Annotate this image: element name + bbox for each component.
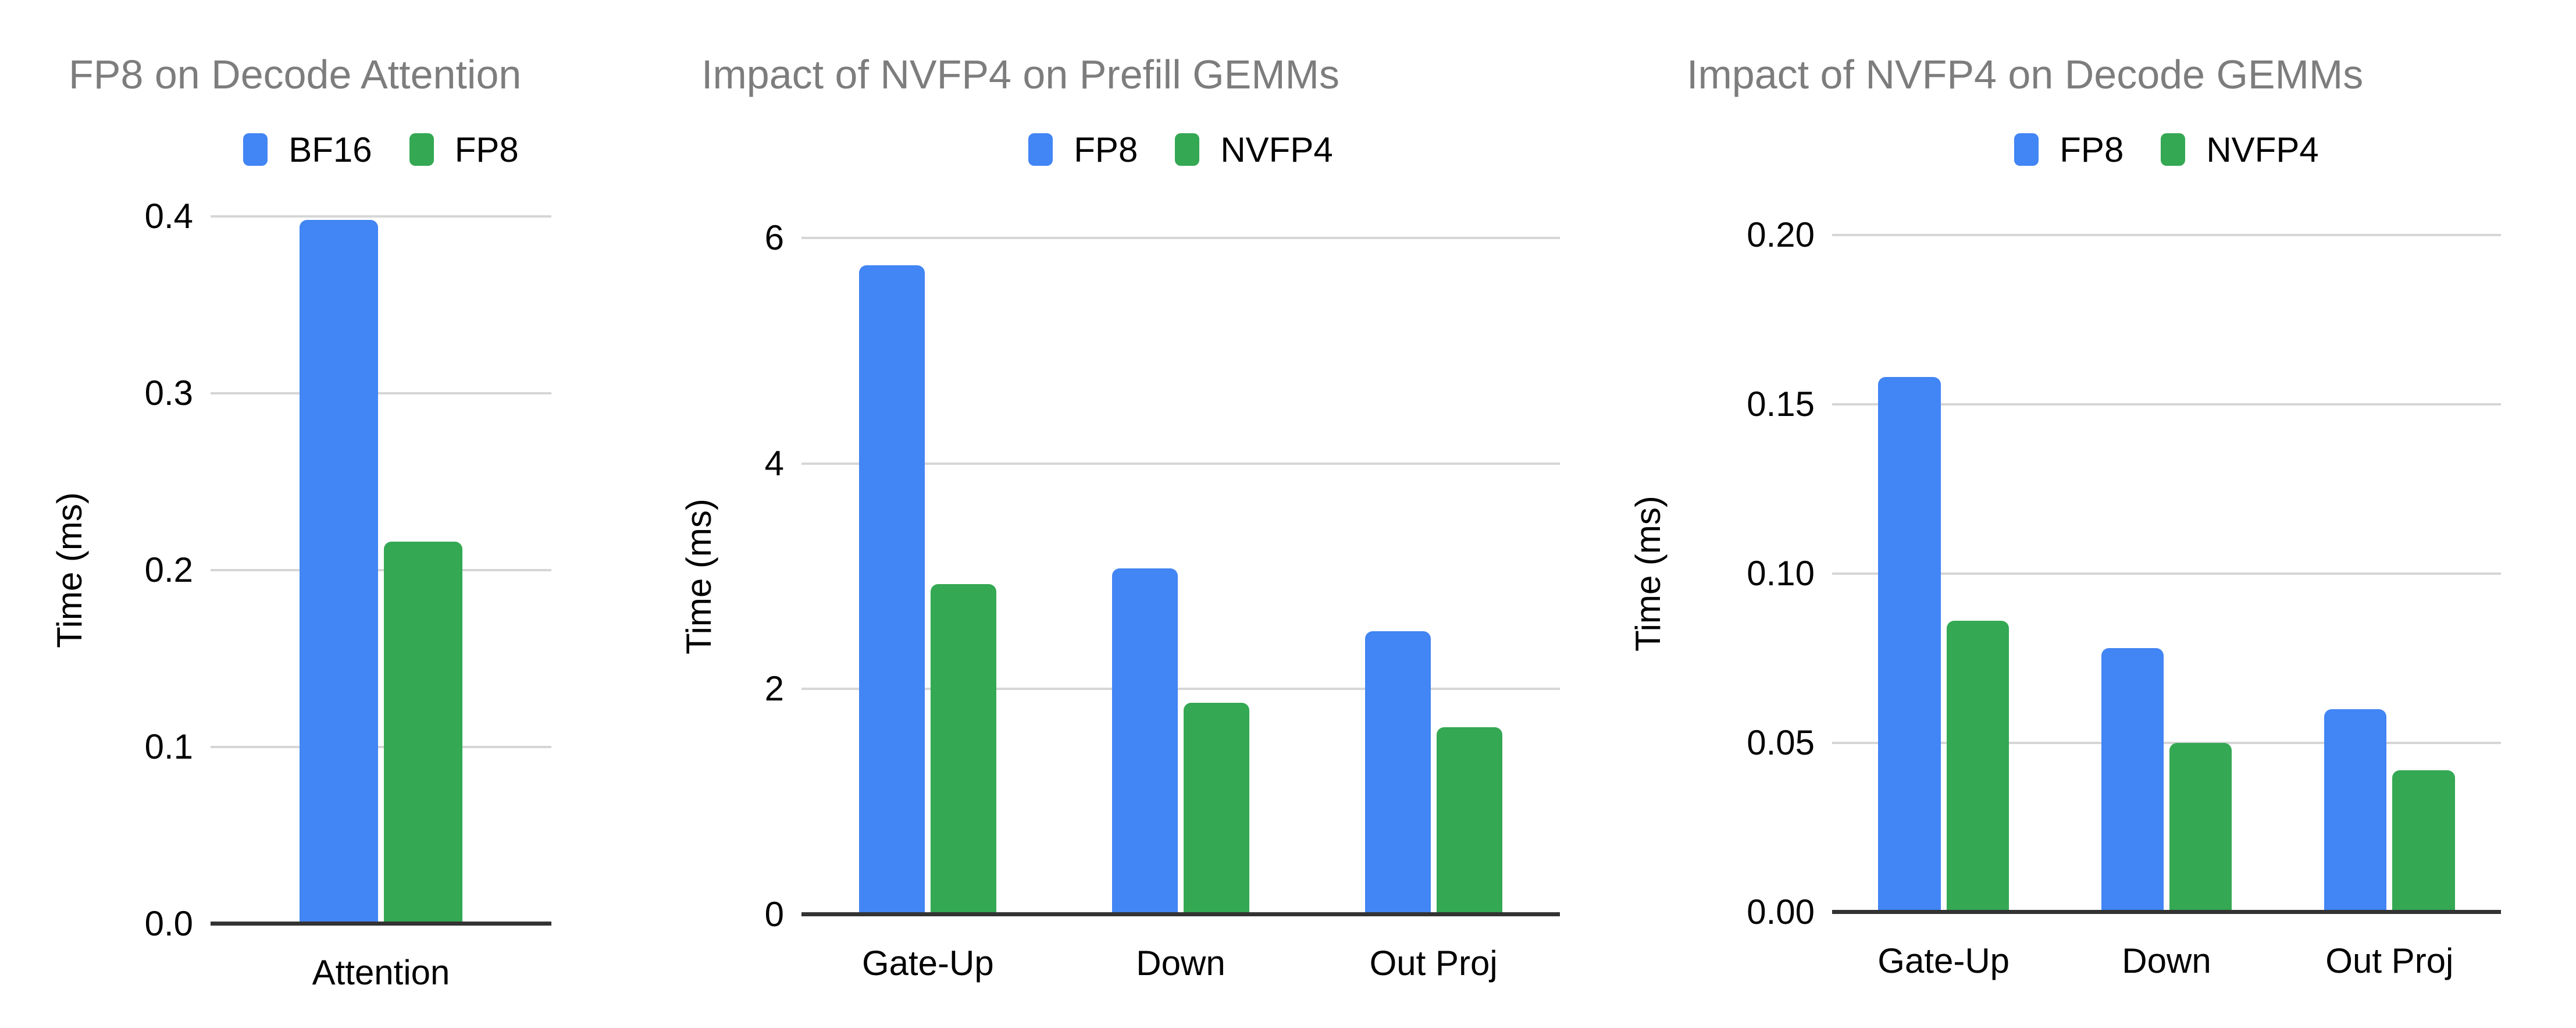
bar-fp8-gate-up [859,265,925,915]
chart-panel-decode-attention: FP8 on Decode Attention BF16 FP8 Time (ms… [0,0,669,1028]
y-tick-label: 2 [764,669,784,709]
y-tick-label: 4 [764,443,784,483]
bar-nvfp4-gate-up [931,584,997,915]
y-tick-label: 0.0 [144,904,193,943]
bar-fp8-down [2101,648,2164,912]
x-category-label-attention: Attention [312,953,450,992]
legend-swatch-icon [1028,133,1053,166]
bar-bf16-attention [300,220,378,924]
legend-swatch-icon [409,133,434,166]
x-category-label-gate-up: Gate-Up [1877,941,2010,980]
legend-swatch-icon [1175,133,1200,166]
legend: FP8 NVFP4 [1832,129,2501,170]
legend-swatch-icon [2014,133,2039,166]
legend-item-fp8: FP8 [409,130,519,170]
legend-label: BF16 [288,130,372,169]
gridline [211,392,551,394]
y-tick-label: 0.3 [144,374,193,412]
gridline [801,688,1560,691]
y-tick-label: 0.10 [1747,554,1815,593]
chart-panel-decode-gemms: Impact of NVFP4 on Decode GEMMs FP8 NVFP4… [1611,0,2576,1028]
x-axis-line [1832,910,2501,914]
chart-panel-prefill-gemms: Impact of NVFP4 on Prefill GEMMs FP8 NVFP… [669,0,1611,1028]
bar-nvfp4-out-proj [2392,770,2455,912]
y-axis-title: Time (ms) [679,498,718,654]
y-tick-label: 0.20 [1747,215,1815,254]
plot-area [801,237,1560,916]
y-tick-label: 6 [764,218,784,257]
legend-label: FP8 [2060,130,2124,169]
x-axis-line [211,922,551,926]
legend-label: FP8 [454,130,519,169]
gridline [1832,403,2501,405]
plot-area [211,215,551,926]
bar-nvfp4-down [1184,702,1249,915]
bar-nvfp4-down [2169,743,2232,912]
legend-item-fp8: FP8 [1028,130,1138,170]
legend-label: NVFP4 [2206,130,2319,169]
x-axis-line [801,912,1560,916]
y-axis-title: Time (ms) [1629,496,1668,652]
gridline [1832,234,2501,236]
y-tick-label: 0 [764,895,784,934]
bar-fp8-attention [384,542,462,924]
gridline [211,215,551,218]
gridline [801,462,1560,465]
y-tick-label: 0.15 [1747,385,1815,424]
chart-title: FP8 on Decode Attention [69,52,522,97]
legend-item-fp8: FP8 [2014,130,2123,170]
legend-item-bf16: BF16 [243,130,372,170]
legend: BF16 FP8 [211,129,551,170]
bar-fp8-down [1111,568,1178,915]
legend-swatch-icon [2161,133,2186,166]
bar-fp8-out-proj [1364,631,1431,915]
bar-nvfp4-out-proj [1436,727,1502,915]
bar-fp8-out-proj [2324,709,2387,912]
chart-title: Impact of NVFP4 on Prefill GEMMs [701,52,1339,97]
x-category-label-out-proj: Out Proj [1369,944,1498,983]
y-tick-label: 0.2 [144,550,193,589]
x-category-label-down: Down [1136,944,1225,983]
y-tick-label: 0.4 [144,197,193,236]
gridline [211,746,551,748]
legend-label: FP8 [1074,130,1138,169]
x-category-label-down: Down [2122,941,2211,980]
gridline [1832,742,2501,744]
legend-item-nvfp4: NVFP4 [2161,130,2319,170]
legend: FP8 NVFP4 [801,129,1560,170]
bar-nvfp4-gate-up [1946,621,2009,912]
legend-label: NVFP4 [1220,130,1333,169]
x-category-label-gate-up: Gate-Up [861,944,994,983]
y-tick-label: 0.05 [1747,723,1815,762]
plot-area [1832,234,2501,914]
gridline [801,237,1560,239]
y-tick-label: 0.00 [1747,892,1815,931]
bar-fp8-gate-up [1878,377,1941,912]
chart-title: Impact of NVFP4 on Decode GEMMs [1687,52,2364,97]
legend-item-nvfp4: NVFP4 [1175,130,1333,170]
gridline [211,569,551,571]
legend-swatch-icon [243,133,268,166]
x-category-label-out-proj: Out Proj [2325,941,2454,980]
gridline [1832,572,2501,575]
y-tick-label: 0.1 [144,727,193,766]
